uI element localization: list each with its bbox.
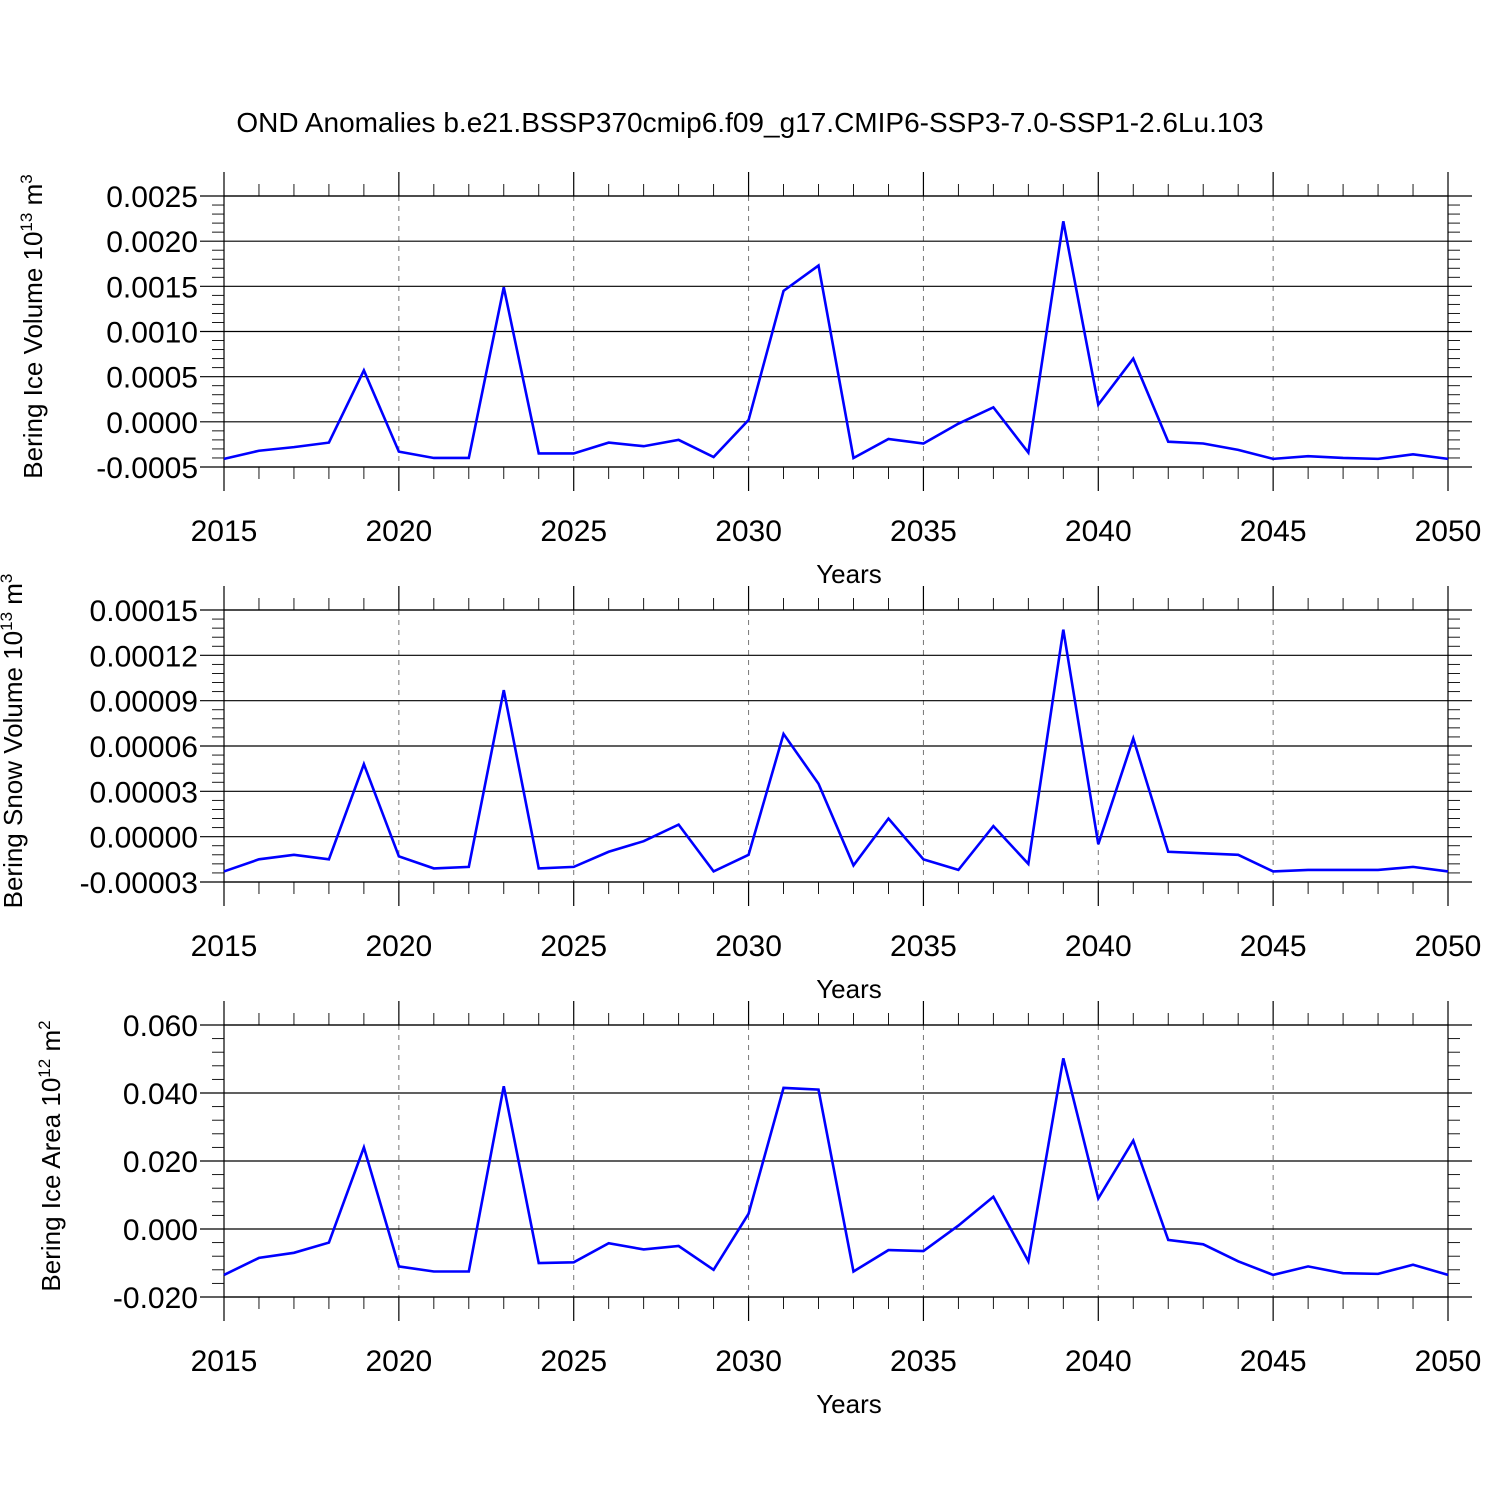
y-tick-label: 0.00000 [90,822,198,855]
y-tick-label: 0.0010 [106,317,198,350]
x-tick-label: 2040 [1065,1345,1132,1378]
y-axis-label-part: Bering Snow Volume 10 [0,631,28,909]
x-tick-label: 2035 [890,515,957,548]
y-tick-label: 0.00003 [90,776,198,809]
y-tick-label: 0.00012 [90,640,198,673]
y-tick-label: -0.00003 [80,867,198,900]
y-tick-label: -0.0005 [96,452,198,485]
y-tick-label: 0.040 [123,1078,198,1111]
y-axis-label-part: 13 [17,213,36,232]
y-tick-label: 0.0020 [106,226,198,259]
y-axis-label-part: Bering Ice Volume 10 [18,232,48,479]
x-tick-label: 2045 [1240,515,1307,548]
series-line-1 [223,221,1449,461]
panel-3: -0.020 0.000 0.020 0.040 0.060 2015 2020 2025 20… [35,1001,1481,1419]
y-tick-label: 0.00009 [90,686,198,719]
y-axis-label: Bering Ice Area 1012 m2 [35,1020,66,1291]
x-tick-label: 2050 [1415,930,1482,963]
x-tick-label: 2030 [715,1345,782,1378]
y-tick-label: -0.020 [113,1282,198,1315]
x-tick-label: 2040 [1065,930,1132,963]
x-tick-label: 2035 [890,1345,957,1378]
x-tick-label: 2025 [540,515,607,548]
panel-2: -0.00003 0.00000 0.00003 0.00006 0.00009 0.00… [0,574,1481,1004]
x-tick-label: 2015 [191,930,258,963]
x-tick-label: 2035 [890,930,957,963]
y-tick-label: 0.0005 [106,362,198,395]
chart-title: OND Anomalies b.e21.BSSP370cmip6.f09_g17… [236,107,1263,138]
y-axis-label: Bering Snow Volume 1013 m3 [0,574,28,909]
x-axis-label: Years [816,559,882,589]
y-tick-label: 0.000 [123,1214,198,1247]
x-tick-label: 2050 [1415,1345,1482,1378]
y-axis-label-part: Bering Ice Area 10 [36,1078,66,1292]
x-tick-label: 2025 [540,930,607,963]
y-tick-label: 0.0015 [106,271,198,304]
x-tick-label: 2015 [191,1345,258,1378]
y-tick-label: 0.0000 [106,407,198,440]
panel-1: -0.0005 0.0000 0.0005 0.0010 0.0015 0.0020 0.0… [17,172,1481,589]
x-tick-label: 2045 [1240,1345,1307,1378]
y-axis-label-part: m [18,184,48,213]
y-tick-label: 0.00006 [90,731,198,764]
series-line-3 [223,1058,1449,1277]
y-tick-label: 0.0025 [106,181,198,214]
y-axis-label: Bering Ice Volume 1013 m3 [17,174,48,478]
x-axis-label: Years [816,1389,882,1419]
chart-panels: -0.0005 0.0000 0.0005 0.0010 0.0015 0.0020 0.0… [0,172,1481,1419]
x-tick-label: 2020 [365,1345,432,1378]
y-axis-label-part: 3 [0,574,16,583]
x-tick-label: 2040 [1065,515,1132,548]
x-tick-label: 2030 [715,930,782,963]
x-tick-label: 2045 [1240,930,1307,963]
x-tick-label: 2025 [540,1345,607,1378]
x-axis-label: Years [816,974,882,1004]
y-tick-label: 0.020 [123,1146,198,1179]
x-tick-label: 2050 [1415,515,1482,548]
y-axis-label-part: 12 [35,1059,54,1078]
x-tick-label: 2015 [191,515,258,548]
x-tick-label: 2020 [365,515,432,548]
series-line-2 [223,629,1449,874]
y-axis-label-part: 13 [0,612,16,631]
y-tick-label: 0.060 [123,1010,198,1043]
x-tick-label: 2020 [365,930,432,963]
y-axis-label-part: 2 [35,1020,54,1029]
y-tick-label: 0.00015 [90,595,198,628]
x-tick-label: 2030 [715,515,782,548]
y-axis-label-part: m [0,583,28,612]
y-axis-label-part: 3 [17,174,36,183]
y-axis-label-part: m [36,1030,66,1059]
